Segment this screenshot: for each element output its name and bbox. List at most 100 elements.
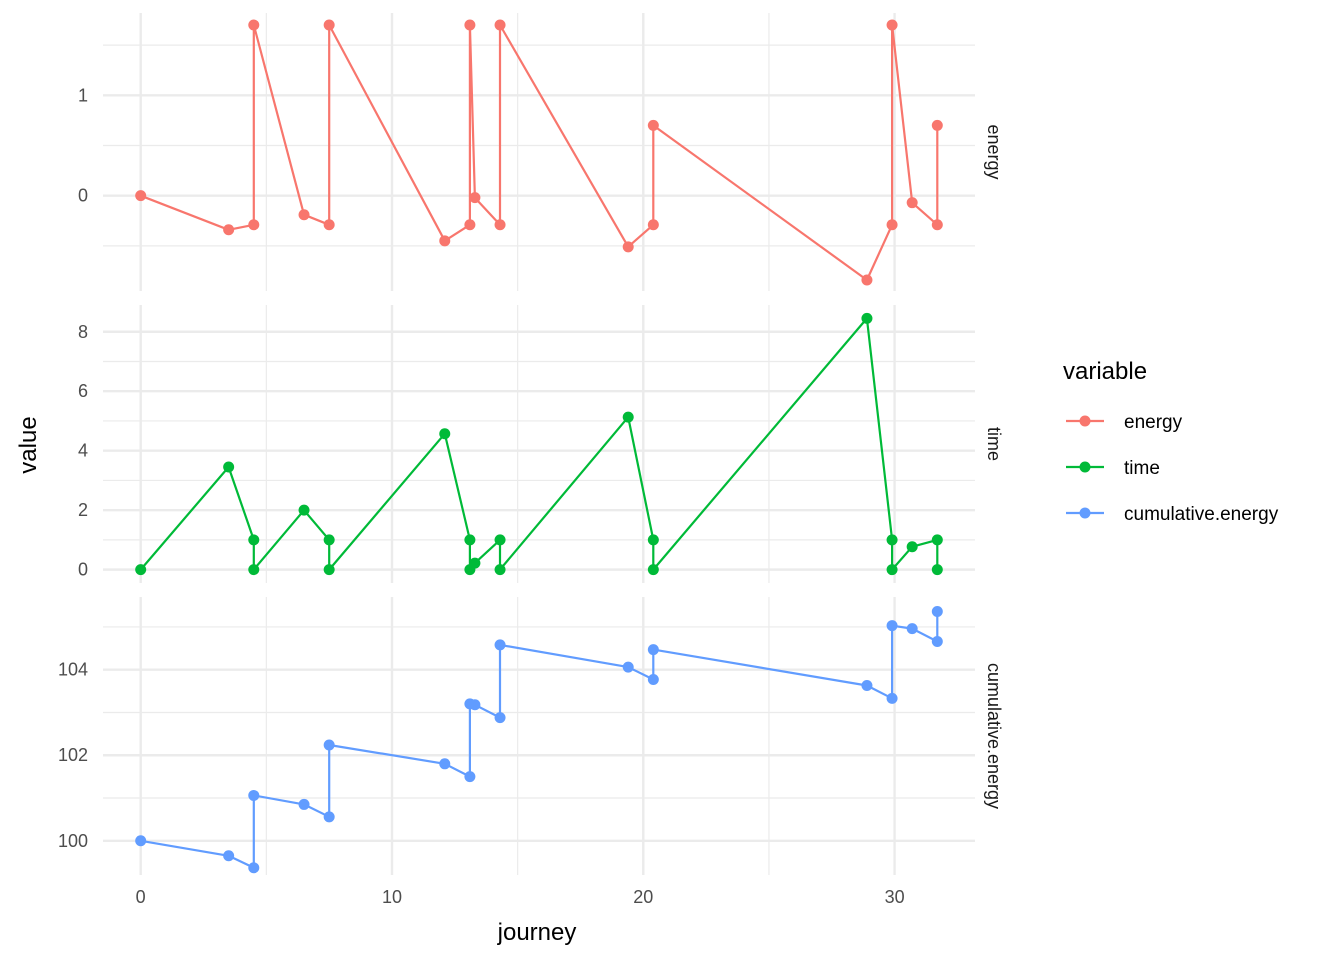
legend-key-point <box>1079 415 1091 427</box>
data-point-time <box>931 564 943 576</box>
x-axis-title: journey <box>497 919 577 946</box>
data-point-cumulative-energy <box>494 639 506 651</box>
data-point-energy <box>647 119 659 131</box>
data-point-energy <box>494 219 506 231</box>
y-tick-label: 4 <box>78 441 88 461</box>
data-point-cumulative-energy <box>298 798 310 810</box>
data-point-time <box>248 534 260 546</box>
data-point-time <box>464 534 476 546</box>
data-point-time <box>439 428 451 440</box>
data-point-energy <box>886 219 898 231</box>
x-tick-label: 0 <box>136 887 146 907</box>
data-point-energy <box>494 19 506 31</box>
y-tick-label: 0 <box>78 560 88 580</box>
series-line-cumulative-energy <box>140 611 939 869</box>
panel-energy: 0 1 energy <box>78 13 1004 291</box>
legend-title: variable <box>1063 358 1147 385</box>
x-tick-label: 10 <box>382 887 402 907</box>
data-point-cumulative-energy <box>135 835 147 847</box>
y-tick-label: 6 <box>78 381 88 401</box>
data-point-energy <box>464 219 476 231</box>
data-point-cumulative-energy <box>494 712 506 724</box>
data-point-cumulative-energy <box>323 739 335 751</box>
data-point-time <box>494 564 506 576</box>
data-point-cumulative-energy <box>323 811 335 823</box>
legend-key-point <box>1079 507 1091 519</box>
data-point-time <box>647 534 659 546</box>
x-tick-label: 30 <box>885 887 905 907</box>
legend: variable energy time cumulative.energy <box>1063 358 1279 525</box>
data-point-energy <box>439 235 451 247</box>
x-axis: 0 10 20 30 <box>136 887 905 907</box>
y-tick-label: 1 <box>78 85 88 105</box>
data-point-time <box>886 564 898 576</box>
data-point-time <box>886 534 898 546</box>
legend-label: energy <box>1124 412 1183 433</box>
data-point-cumulative-energy <box>464 771 476 783</box>
data-point-energy <box>248 19 260 31</box>
data-point-energy <box>248 219 260 231</box>
data-point-time <box>135 564 147 576</box>
data-point-cumulative-energy <box>906 623 918 635</box>
data-point-energy <box>931 119 943 131</box>
data-point-time <box>906 541 918 553</box>
data-point-time <box>223 461 235 473</box>
legend-label: cumulative.energy <box>1124 504 1279 525</box>
series-line-energy <box>140 23 939 282</box>
data-point-energy <box>886 19 898 31</box>
data-point-energy <box>298 209 310 221</box>
series-line-time <box>139 317 939 571</box>
data-point-time <box>298 504 310 516</box>
data-point-time <box>323 564 335 576</box>
data-point-cumulative-energy <box>439 758 451 770</box>
facet-panels: 0 1 energy 0 2 4 6 8 time 100 102 104 cumulative.ene… <box>58 13 1004 875</box>
y-tick-label: 104 <box>58 660 88 680</box>
data-point-energy <box>622 241 634 253</box>
data-point-cumulative-energy <box>931 635 943 647</box>
data-point-cumulative-energy <box>248 789 260 801</box>
y-tick-label: 8 <box>78 322 88 342</box>
data-point-cumulative-energy <box>861 680 873 692</box>
data-point-time <box>248 564 260 576</box>
data-point-cumulative-energy <box>886 692 898 704</box>
panel-time: 0 2 4 6 8 time <box>78 305 1004 583</box>
legend-item-cumulative-energy: cumulative.energy <box>1066 504 1279 525</box>
data-point-energy <box>906 197 918 209</box>
data-point-energy <box>464 19 476 31</box>
y-tick-label: 0 <box>78 186 88 206</box>
y-axis-title: value <box>15 416 42 473</box>
data-point-cumulative-energy <box>248 862 260 874</box>
data-point-cumulative-energy <box>647 674 659 686</box>
data-point-cumulative-energy <box>469 699 481 711</box>
panel-cumulative-energy: 100 102 104 cumulative.energy <box>58 597 1004 875</box>
data-point-cumulative-energy <box>223 850 235 862</box>
strip-label-cumulative-energy: cumulative.energy <box>984 663 1004 809</box>
data-point-time <box>494 534 506 546</box>
y-tick-label: 100 <box>58 831 88 851</box>
data-point-energy <box>861 274 873 286</box>
data-point-cumulative-energy <box>931 606 943 618</box>
data-point-time <box>469 557 481 569</box>
legend-key-point <box>1079 461 1091 473</box>
data-point-time <box>647 564 659 576</box>
data-point-energy <box>469 192 481 204</box>
legend-item-energy: energy <box>1066 412 1183 433</box>
legend-item-time: time <box>1066 458 1160 479</box>
data-point-cumulative-energy <box>647 644 659 656</box>
data-point-energy <box>223 224 235 236</box>
legend-label: time <box>1124 458 1160 479</box>
data-point-time <box>323 534 335 546</box>
data-point-energy <box>931 219 943 231</box>
strip-label-energy: energy <box>984 124 1004 179</box>
data-point-energy <box>647 219 659 231</box>
data-point-cumulative-energy <box>622 661 634 673</box>
data-point-energy <box>323 219 335 231</box>
data-point-time <box>622 411 634 423</box>
data-point-time <box>861 312 873 324</box>
data-point-energy <box>135 190 147 202</box>
strip-label-time: time <box>984 427 1004 461</box>
y-tick-label: 102 <box>58 745 88 765</box>
x-tick-label: 20 <box>633 887 653 907</box>
data-point-time <box>931 534 943 546</box>
